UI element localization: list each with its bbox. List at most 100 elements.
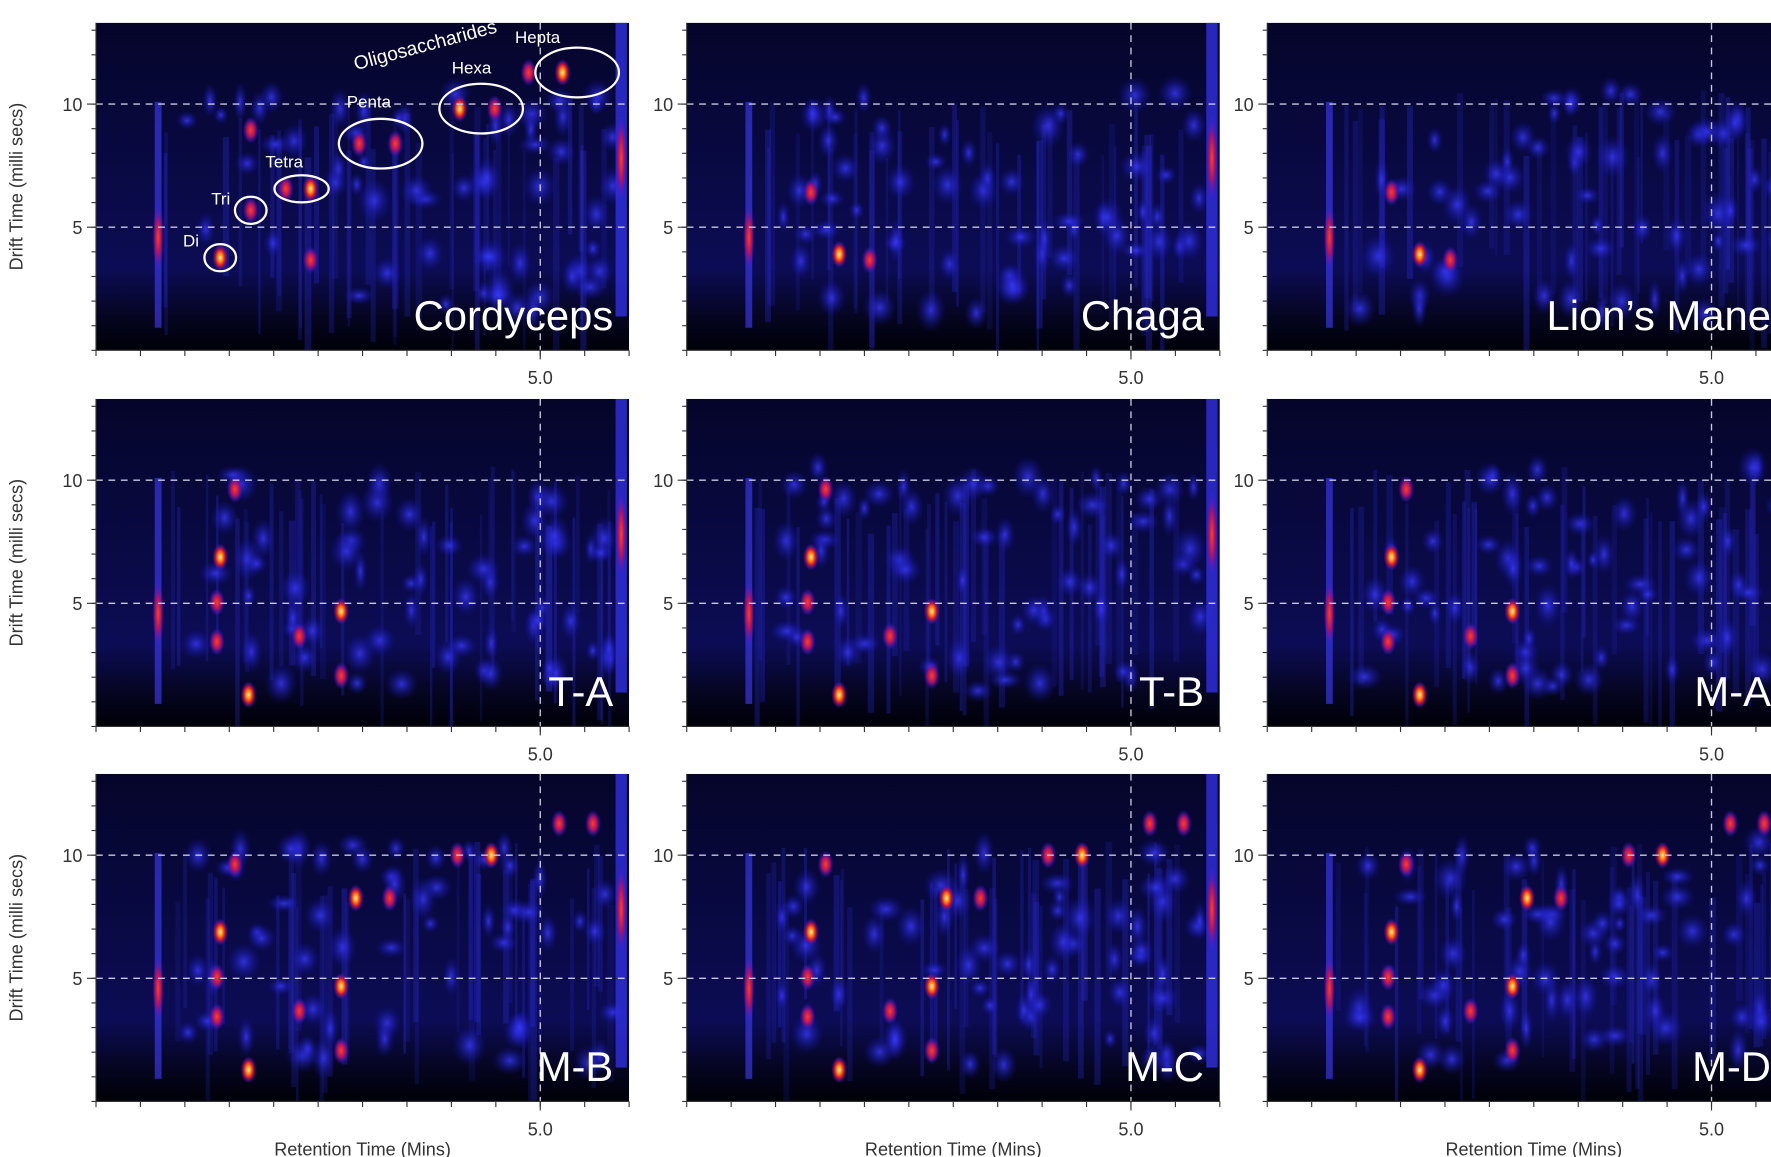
blob [1411, 1056, 1428, 1084]
annotation-ring [203, 243, 238, 273]
blob [152, 579, 164, 648]
blob [1380, 963, 1397, 991]
streak [758, 479, 763, 661]
panel: T-A 5 10 5.0 Drift Time (milli secs) [7, 398, 630, 764]
blob [1588, 938, 1603, 966]
blob [808, 451, 828, 484]
streak [404, 112, 411, 317]
blob [861, 246, 878, 274]
streak [177, 507, 181, 666]
blob [1026, 990, 1053, 1020]
streak [288, 898, 294, 1050]
blob [1555, 978, 1580, 1021]
blob [772, 520, 800, 562]
streak [1718, 507, 1726, 653]
y-tick-label: 10 [653, 95, 673, 115]
blob [304, 897, 336, 933]
blob [409, 877, 437, 922]
streak [1445, 482, 1451, 669]
blob [1144, 221, 1174, 263]
streak [928, 127, 935, 310]
streak [886, 525, 891, 714]
blob [520, 58, 537, 87]
heatmap: M-B [96, 773, 630, 1102]
streak [1560, 504, 1565, 700]
blob [1702, 647, 1723, 678]
streak [1095, 484, 1102, 646]
blob [1689, 116, 1724, 147]
blob [381, 884, 398, 912]
blob [1141, 810, 1158, 838]
panel: M-A 5 10 5.0 [1234, 398, 1771, 764]
panel: M-D 5 10 5.0 Retention Time (Mins) [1234, 773, 1771, 1157]
streak [1725, 97, 1731, 270]
blob [1564, 134, 1593, 170]
blob [1383, 918, 1400, 946]
blob [1383, 178, 1400, 206]
streak [935, 493, 940, 646]
blob [1009, 613, 1027, 637]
blob [1643, 991, 1667, 1031]
blob [969, 978, 991, 998]
streak [380, 510, 384, 727]
blob [1133, 485, 1165, 513]
streak [1724, 479, 1730, 679]
streak [1121, 495, 1124, 708]
blob [335, 489, 366, 534]
streak [1749, 467, 1756, 626]
streak [1460, 907, 1463, 1102]
blob [1651, 133, 1674, 174]
blob [208, 628, 225, 656]
streak [1154, 842, 1157, 1046]
blob [424, 844, 447, 872]
blob [1380, 588, 1397, 616]
blob [474, 245, 502, 267]
streak [432, 521, 436, 668]
y-axis-label: Drift Time (milli secs) [7, 854, 27, 1022]
blob [831, 240, 848, 268]
streak [1610, 149, 1614, 327]
streak [277, 130, 282, 296]
blob [1393, 887, 1428, 907]
blob [451, 173, 477, 203]
blob [1411, 681, 1428, 709]
blob [1323, 954, 1336, 1023]
blob [196, 212, 216, 247]
blob [240, 681, 257, 709]
blob [888, 555, 923, 585]
blob [848, 632, 881, 655]
streak [1101, 515, 1106, 656]
blob [862, 479, 896, 509]
panel-label: T-B [1139, 668, 1204, 715]
blob [502, 290, 532, 326]
blob [412, 562, 429, 597]
blob [1421, 527, 1445, 555]
blob [544, 87, 575, 114]
blob [1647, 278, 1662, 321]
blob [1524, 493, 1542, 519]
streak [1751, 480, 1755, 673]
streak [578, 104, 584, 252]
streak [1658, 521, 1662, 727]
streak [444, 484, 449, 643]
blob [1156, 1038, 1177, 1071]
blob [327, 925, 357, 969]
blob [743, 579, 755, 648]
streak [1358, 108, 1363, 293]
blob [346, 671, 368, 695]
blob [525, 606, 550, 634]
panel-label: M-B [537, 1043, 614, 1090]
streak [962, 503, 967, 716]
streak [1649, 512, 1653, 726]
streak [1736, 140, 1740, 323]
heatmap: CordycepsOligosaccharidesDiTriTetraPenta… [96, 22, 630, 351]
blob [781, 893, 805, 919]
blob [1504, 1037, 1521, 1065]
blob [152, 203, 164, 272]
streak [1745, 873, 1750, 1033]
blob [830, 153, 861, 183]
blob [799, 963, 816, 991]
blob [1126, 905, 1149, 948]
blob [291, 997, 308, 1025]
blob [774, 981, 789, 1011]
